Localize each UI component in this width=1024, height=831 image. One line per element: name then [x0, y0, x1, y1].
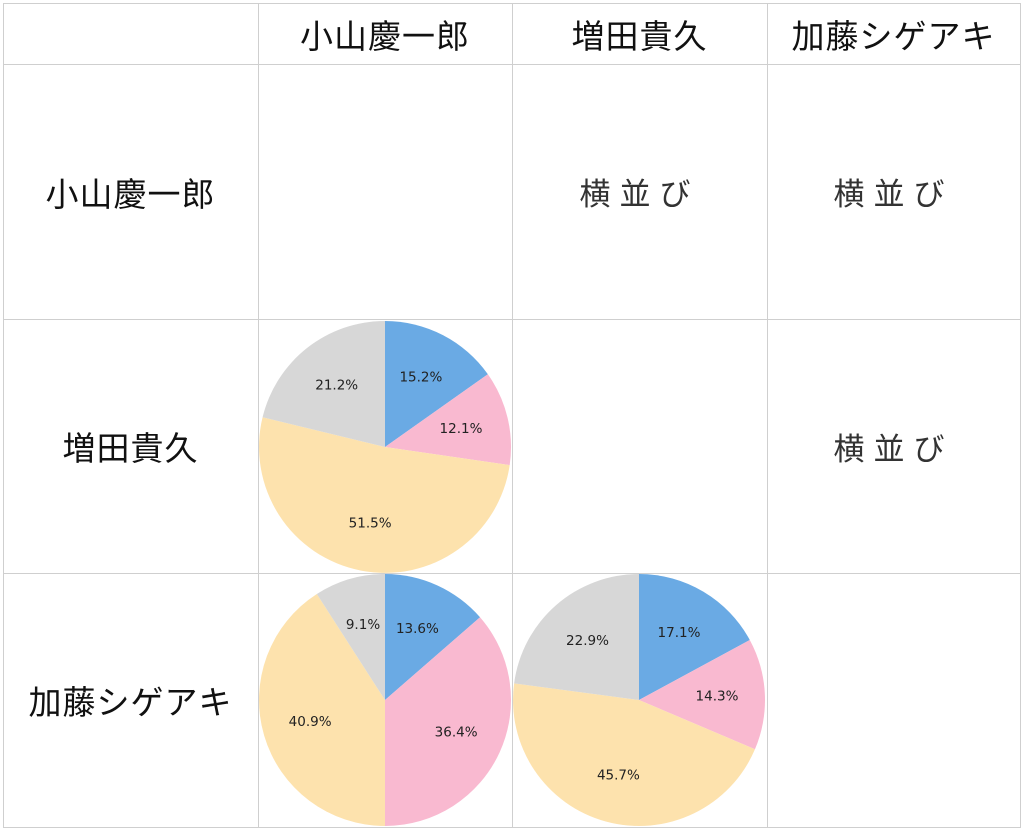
matrix-cell: 横並び — [767, 319, 1020, 573]
pie-slice — [258, 594, 385, 826]
pie-slice — [316, 574, 385, 700]
slice-label: 40.9% — [289, 714, 332, 730]
slice-label: 13.6% — [396, 621, 439, 637]
matrix-cell: 横並び — [767, 64, 1020, 319]
pie-slice — [639, 574, 750, 700]
pie-slice — [262, 321, 385, 447]
pie-slice — [385, 574, 481, 700]
grid-line — [512, 3, 513, 828]
slice-label: 14.3% — [696, 688, 739, 704]
slice-label: 17.1% — [658, 625, 701, 641]
cell-text: 横並び — [833, 177, 954, 213]
pie-chart: 13.6% 36.4% 40.9% 9.1% — [258, 574, 512, 826]
row-header-cell: 加藤シゲアキ — [3, 573, 258, 827]
slice-label: 12.1% — [440, 421, 483, 437]
pie-slice — [513, 683, 755, 826]
row-header: 加藤シゲアキ — [28, 683, 233, 722]
row-header-cell: 小山慶一郎 — [3, 64, 258, 319]
slice-label: 36.4% — [435, 724, 478, 740]
pie-slice — [639, 639, 765, 750]
slice-label: 22.9% — [566, 633, 609, 649]
column-header-cell: 増田貴久 — [512, 3, 767, 64]
matrix-cell: 横並び — [512, 64, 767, 319]
pie-slice — [385, 321, 488, 447]
column-header: 小山慶一郎 — [300, 16, 470, 56]
column-header-cell: 小山慶一郎 — [258, 3, 512, 64]
slice-label: 9.1% — [346, 617, 380, 633]
slice-label: 45.7% — [597, 767, 640, 783]
row-header: 増田貴久 — [62, 429, 199, 468]
row-header-cell: 増田貴久 — [3, 319, 258, 573]
pie-slice — [385, 374, 512, 466]
column-header-cell: 加藤シゲアキ — [767, 3, 1020, 64]
cell-text: 横並び — [579, 177, 700, 213]
row-header: 小山慶一郎 — [45, 174, 216, 214]
slice-label: 51.5% — [349, 516, 392, 532]
pie-slice — [385, 617, 512, 826]
slice-label: 15.2% — [399, 370, 442, 386]
column-header: 増田貴久 — [571, 16, 708, 56]
grid-line — [1020, 3, 1021, 828]
pie-chart: 17.1% 14.3% 45.7% 22.9% — [513, 574, 765, 826]
column-header: 加藤シゲアキ — [791, 16, 996, 56]
grid-line — [258, 3, 259, 828]
pie-slice — [259, 417, 510, 573]
grid-line — [3, 3, 4, 828]
grid-line — [767, 3, 768, 828]
cell-text: 横並び — [833, 431, 954, 468]
pie-chart: 15.2% 12.1% 51.5% 21.2% — [259, 321, 512, 573]
slice-label: 21.2% — [315, 378, 358, 394]
pie-slice — [514, 574, 639, 700]
